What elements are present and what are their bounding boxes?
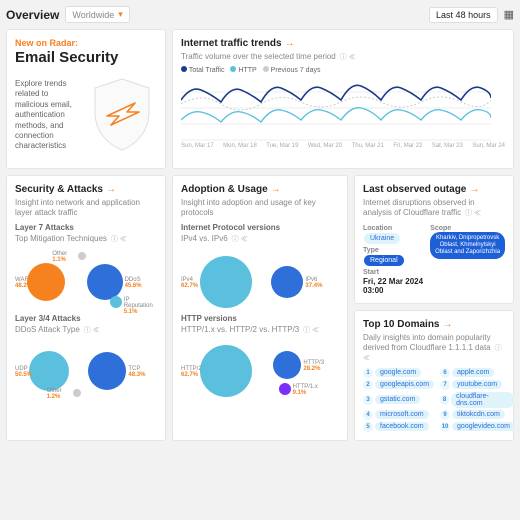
- traffic-chart: [181, 76, 491, 142]
- outage-location-label: Location: [363, 225, 426, 232]
- layer34-sub: DDoS Attack Type: [15, 325, 80, 334]
- http-title: HTTP versions: [181, 314, 339, 323]
- bubble: [279, 383, 291, 395]
- ipv-title: Internet Protocol versions: [181, 223, 339, 232]
- domains-sub: Daily insights into domain popularity de…: [363, 333, 491, 352]
- info-icon[interactable]: ⓘ ≪: [463, 210, 481, 217]
- layer34-chart: UDP50.5% TCP48.3% Other1.2%: [15, 339, 157, 399]
- domain-item[interactable]: 10googlevideo.com: [440, 422, 515, 432]
- bubble-label: WAF48.2%: [15, 277, 32, 289]
- adoption-title[interactable]: Adoption & Usage: [181, 184, 268, 195]
- domain-item[interactable]: 7youtube.com: [440, 380, 515, 390]
- outage-card: Last observed outage→ Internet disruptio…: [354, 175, 514, 304]
- share-icon[interactable]: ⓘ ≪: [230, 236, 248, 243]
- outage-start-label: Start: [363, 269, 426, 276]
- bubble-label: HTTP/1.x9.1%: [293, 384, 318, 396]
- domain-item[interactable]: 3gstatic.com: [363, 392, 434, 408]
- domain-item[interactable]: 5facebook.com: [363, 422, 434, 432]
- region-select[interactable]: Worldwide ▾: [65, 6, 129, 23]
- info-icon[interactable]: ⓘ ≪: [338, 54, 356, 61]
- featured-desc: Explore trends related to malicious emai…: [15, 79, 83, 152]
- outage-location[interactable]: Ukraine: [364, 233, 400, 244]
- adoption-card: Adoption & Usage→ Insight into adoption …: [172, 175, 348, 441]
- bubble: [27, 263, 65, 301]
- arrow-icon: →: [285, 38, 295, 49]
- security-card: Security & Attacks→ Insight into network…: [6, 175, 166, 441]
- bubble-label: HTTP/262.7%: [181, 366, 202, 378]
- adoption-sub: Insight into adoption and usage of key p…: [181, 198, 339, 219]
- bubble-label: DDoS45.6%: [125, 277, 142, 289]
- arrow-icon: →: [443, 319, 453, 330]
- ipv-sub: IPv4 vs. IPv6: [181, 234, 228, 243]
- bubble: [200, 345, 252, 397]
- bubble: [29, 351, 69, 391]
- traffic-xaxis: Sun, Mar 17Mon, Mar 18Tue, Mar 19Wed, Ma…: [181, 143, 505, 149]
- bubble: [88, 352, 126, 390]
- domain-item[interactable]: 1google.com: [363, 368, 434, 378]
- layer34-title: Layer 3/4 Attacks: [15, 314, 157, 323]
- bubble: [78, 252, 86, 260]
- featured-card: New on Radar: Email Security Explore tre…: [6, 29, 166, 169]
- arrow-icon: →: [469, 184, 479, 195]
- timerange-select[interactable]: Last 48 hours: [429, 7, 498, 23]
- traffic-legend: Total Traffic HTTP Previous 7 days: [181, 66, 505, 74]
- bubble-label: IPv462.7%: [181, 277, 198, 289]
- shield-icon: [87, 76, 157, 154]
- outage-scope-label: Scope: [430, 225, 505, 232]
- layer7-sub: Top Mitigation Techniques: [15, 234, 107, 243]
- outage-type-label: Type: [363, 247, 426, 254]
- bubble-label: Other1.2%: [47, 388, 62, 400]
- bubble: [110, 296, 122, 308]
- bubble: [73, 389, 81, 397]
- outage-type: Regional: [364, 255, 404, 266]
- domain-item[interactable]: 8cloudflare-dns.com: [440, 392, 515, 408]
- domain-item[interactable]: 9tiktokcdn.com: [440, 410, 515, 420]
- share-icon[interactable]: ⓘ ≪: [301, 327, 319, 334]
- security-sub: Insight into network and application lay…: [15, 198, 157, 219]
- layer7-title: Layer 7 Attacks: [15, 223, 157, 232]
- layer7-chart: WAF48.2%DDoS45.6%Other1.1%IP Reputation5…: [15, 248, 157, 308]
- domain-item[interactable]: 2googleapis.com: [363, 380, 434, 390]
- domains-list: 1google.com6apple.com2googleapis.com7you…: [363, 368, 505, 432]
- domains-title[interactable]: Top 10 Domains: [363, 319, 440, 330]
- share-icon[interactable]: ⓘ ≪: [109, 236, 127, 243]
- bubble-label: UDP50.5%: [15, 366, 32, 378]
- bubble-label: Other1.1%: [52, 251, 67, 263]
- page-title: Overview: [6, 8, 59, 22]
- outage-start: Fri, 22 Mar 2024 03:00: [363, 277, 426, 295]
- arrow-icon: →: [106, 184, 116, 195]
- outage-title[interactable]: Last observed outage: [363, 184, 466, 195]
- bubble-label: TCP48.3%: [128, 366, 145, 378]
- http-chart: HTTP/262.7% HTTP/328.2% HTTP/1.x9.1%: [181, 339, 339, 399]
- featured-tag: New on Radar:: [15, 38, 157, 48]
- chevron-down-icon: ▾: [118, 9, 123, 20]
- domain-item[interactable]: 6apple.com: [440, 368, 515, 378]
- arrow-icon: →: [271, 184, 281, 195]
- domain-item[interactable]: 4microsoft.com: [363, 410, 434, 420]
- traffic-title[interactable]: Internet traffic trends: [181, 38, 282, 49]
- outage-scope: Kharkiv, Dnipropetrovsk Oblast, Khmelnyt…: [430, 232, 505, 260]
- bubble-label: IPv637.4%: [305, 277, 322, 289]
- outage-sub: Internet disruptions observed in analysi…: [363, 198, 475, 217]
- traffic-card: Internet traffic trends→ Traffic volume …: [172, 29, 514, 169]
- bubble: [87, 264, 123, 300]
- bubble-label: HTTP/328.2%: [303, 360, 324, 372]
- domains-card: Top 10 Domains→ Daily insights into doma…: [354, 310, 514, 441]
- calendar-icon[interactable]: ▦: [504, 8, 514, 21]
- featured-title[interactable]: Email Security: [15, 49, 157, 66]
- http-sub: HTTP/1.x vs. HTTP/2 vs. HTTP/3: [181, 325, 299, 334]
- bubble-label: IP Reputation5.1%: [124, 297, 157, 315]
- region-value: Worldwide: [72, 10, 114, 20]
- security-title[interactable]: Security & Attacks: [15, 184, 103, 195]
- ipv-chart: IPv462.7% IPv637.4%: [181, 248, 339, 308]
- bubble: [200, 256, 252, 308]
- traffic-sub: Traffic volume over the selected time pe…: [181, 52, 336, 61]
- share-icon[interactable]: ⓘ ≪: [82, 327, 100, 334]
- bubble: [271, 266, 303, 298]
- bubble: [273, 351, 301, 379]
